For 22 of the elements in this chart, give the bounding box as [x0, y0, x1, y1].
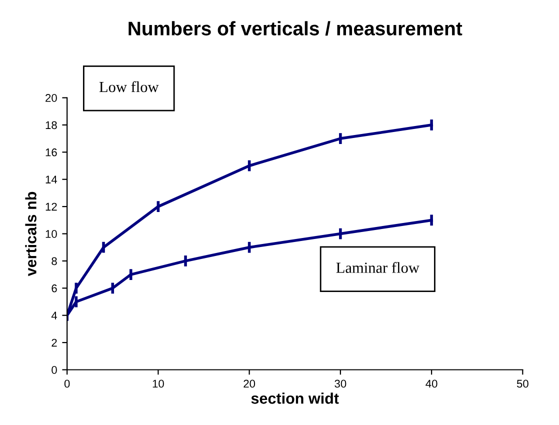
- text: Low flow: [99, 81, 159, 92]
- y-tick-label: 2: [52, 338, 57, 347]
- y-tick-label: 4: [51, 312, 58, 320]
- y-tick-label: 6: [52, 284, 57, 292]
- x-tick-label: 0: [64, 380, 70, 388]
- y-tick-label: 8: [52, 257, 57, 266]
- x-tick-label: 40: [426, 380, 438, 388]
- y-axis-title: verticals nb: [25, 192, 36, 276]
- y-tick-label: 10: [46, 230, 57, 238]
- y-tick-label: 18: [46, 121, 57, 130]
- x-tick-label: 20: [244, 380, 256, 388]
- annotation: Laminar flow: [336, 262, 420, 273]
- chart-title: Numbers of verticals / measurement: [128, 21, 462, 36]
- x-axis-title: section widt: [251, 392, 339, 404]
- y-tick-label: 0: [52, 366, 57, 374]
- y-tick-label: 20: [46, 94, 57, 102]
- x-tick-label: 30: [334, 380, 346, 388]
- y-tick-label: 16: [46, 148, 57, 156]
- x-tick-label: 10: [152, 380, 164, 388]
- y-tick-label: 14: [46, 176, 58, 184]
- y-tick-label: 12: [46, 202, 57, 211]
- x-tick-label: 50: [516, 380, 528, 388]
